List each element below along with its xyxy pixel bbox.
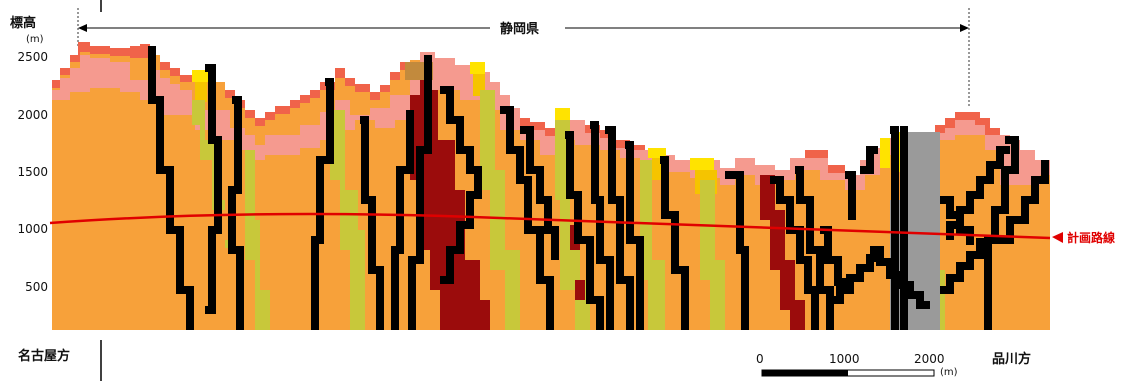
span-arrow-right — [960, 24, 969, 32]
y-tick-1000: 1000 — [17, 222, 48, 236]
y-tick-2000: 2000 — [17, 108, 48, 122]
scale-tick-1000: 1000 — [829, 352, 860, 366]
y-axis-unit: (m) — [26, 34, 44, 45]
prefecture-label: 静岡県 — [494, 18, 546, 37]
route-line — [49, 212, 1051, 240]
scale-tick-2000: 2000 — [914, 352, 945, 366]
route-arrow-icon — [1052, 232, 1063, 243]
scale-unit: (m) — [940, 367, 958, 378]
y-tick-1500: 1500 — [17, 165, 48, 179]
scale-bar — [761, 369, 935, 377]
y-tick-2500: 2500 — [17, 50, 48, 64]
y-tick-500: 500 — [25, 280, 48, 294]
olive-zones — [192, 90, 945, 330]
y-axis-label: 標高 — [10, 16, 37, 31]
left-end-label: 名古屋方 — [18, 349, 71, 364]
route-label: 計画路線 — [1067, 231, 1116, 245]
scale-tick-0: 0 — [756, 352, 764, 366]
yellow-caps — [192, 62, 906, 194]
right-end-label: 品川方 — [992, 352, 1032, 367]
y-axis: 2500 2000 1500 1000 500 — [0, 0, 48, 381]
